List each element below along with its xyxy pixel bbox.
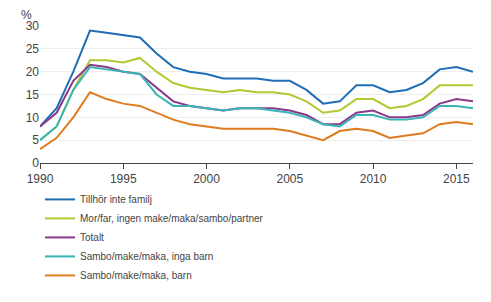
svg-text:20: 20: [26, 65, 40, 79]
svg-text:0: 0: [32, 156, 39, 170]
svg-text:2015: 2015: [443, 172, 470, 186]
svg-text:Sambo/make/maka, inga barn: Sambo/make/maka, inga barn: [80, 251, 213, 262]
svg-text:1995: 1995: [110, 172, 137, 186]
svg-text:Totalt: Totalt: [80, 232, 104, 243]
svg-text:30: 30: [26, 19, 40, 33]
svg-text:25: 25: [26, 42, 40, 56]
svg-text:15: 15: [26, 88, 40, 102]
svg-text:1990: 1990: [27, 172, 54, 186]
svg-text:Tillhör inte familj: Tillhör inte familj: [80, 194, 152, 205]
svg-text:2005: 2005: [276, 172, 303, 186]
svg-text:%: %: [21, 8, 32, 22]
svg-text:Sambo/make/maka, barn: Sambo/make/maka, barn: [80, 270, 192, 281]
svg-text:5: 5: [32, 133, 39, 147]
svg-text:2010: 2010: [360, 172, 387, 186]
svg-text:10: 10: [26, 111, 40, 125]
svg-text:2000: 2000: [193, 172, 220, 186]
svg-text:Mor/far, ingen make/maka/sambo: Mor/far, ingen make/maka/sambo/partner: [80, 213, 264, 224]
